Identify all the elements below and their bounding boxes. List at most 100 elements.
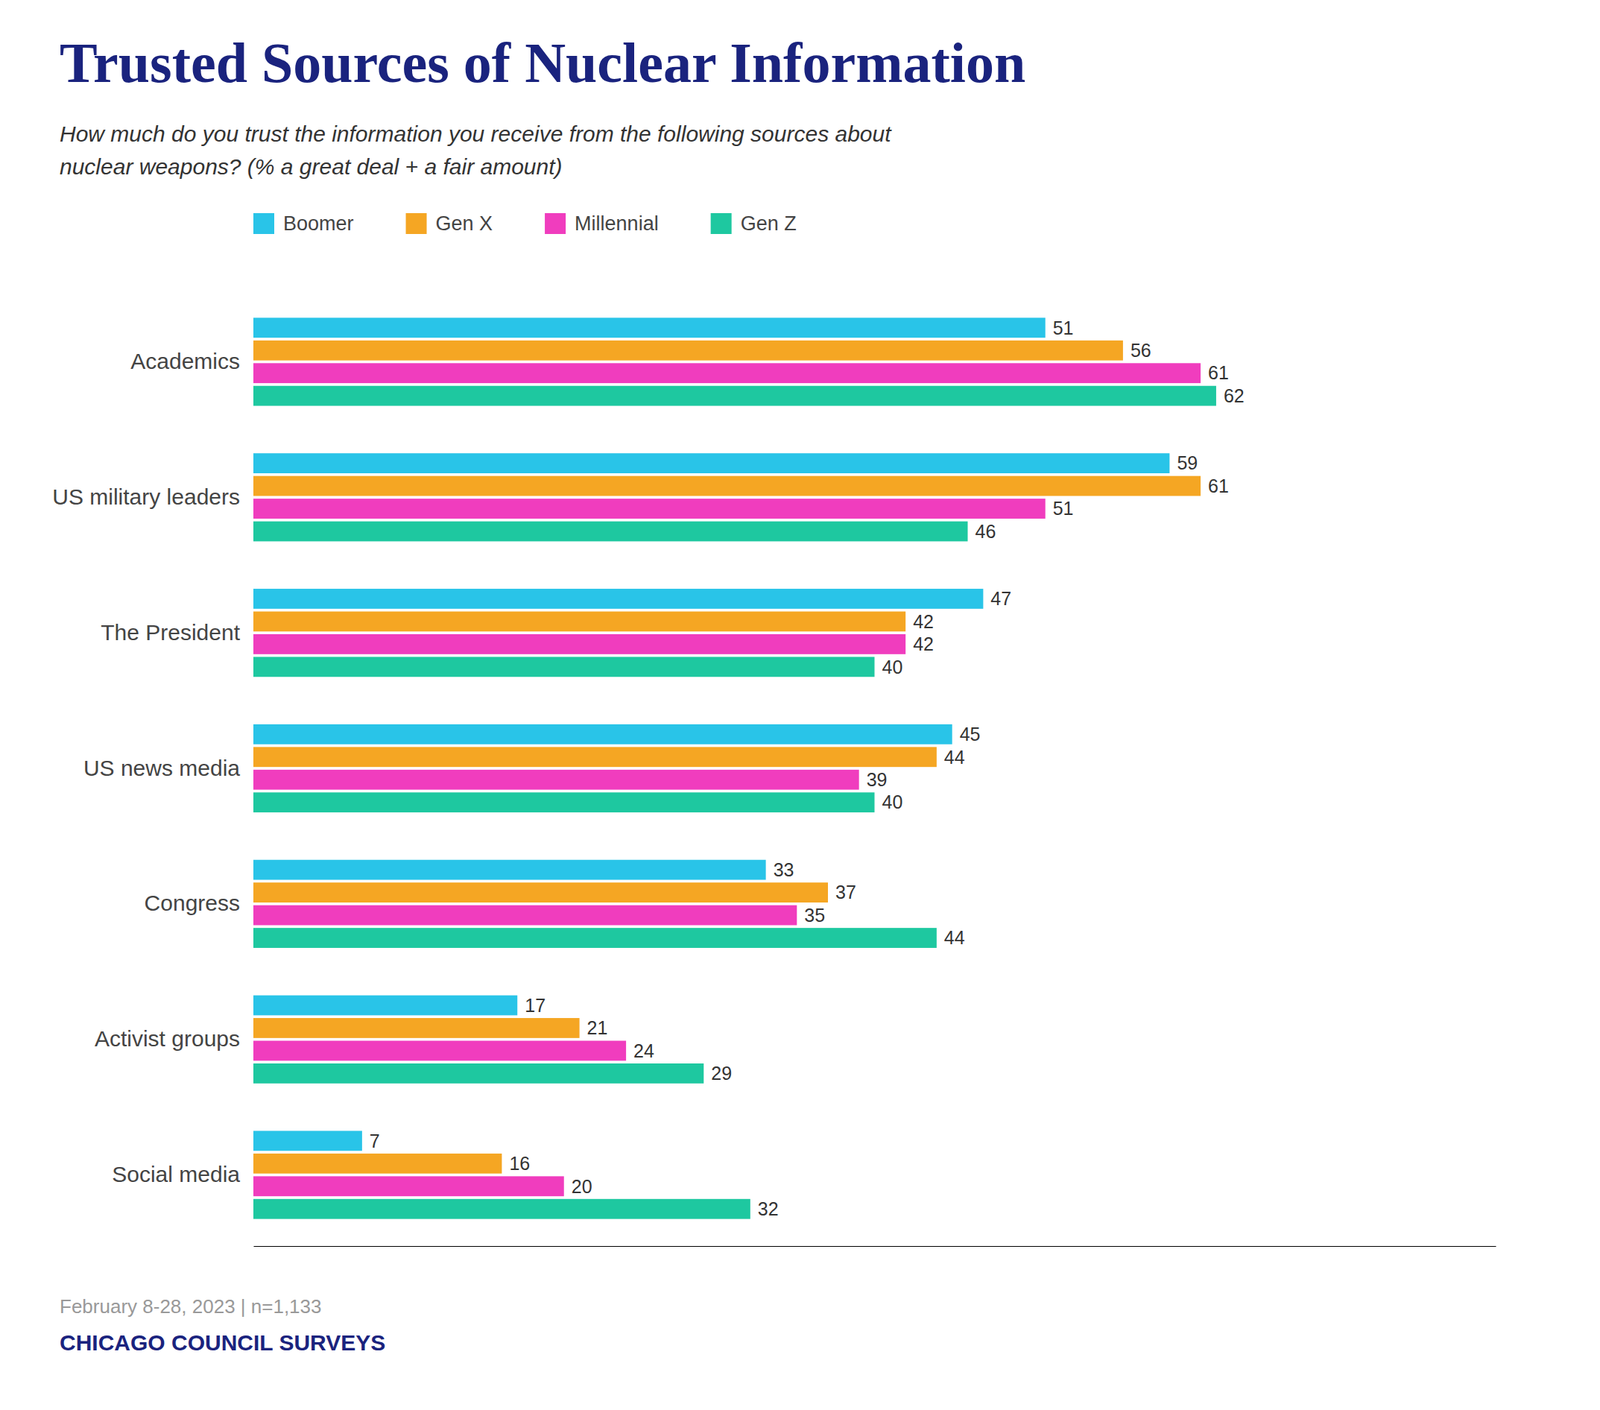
bar [253,1153,502,1174]
bar [253,588,983,609]
bar [253,317,1046,338]
bar [253,724,953,745]
y-tick: Social media [111,1161,254,1187]
y-tick: Congress [144,890,254,916]
bar [253,769,860,790]
value-label: 59 [1176,452,1198,474]
legend-item: Millennial [544,212,659,235]
value-label: 42 [912,611,934,632]
y-tick: The President [100,620,254,645]
bar [253,611,906,632]
bar [253,792,875,813]
legend-swatch [710,213,732,235]
x-axis [254,1246,1497,1247]
y-tick: US news media [83,755,254,781]
value-label: 42 [912,633,934,655]
bar [253,453,1170,474]
value-label: 46 [975,520,997,542]
footnote: February 8-28, 2023 | n=1,133 [59,1295,322,1318]
bar [253,905,797,926]
chart-container: Trusted Sources of Nuclear Information Ho… [0,0,1600,1410]
bar [253,1175,565,1197]
value-label: 51 [1053,317,1074,339]
legend-item: Gen X [406,212,494,235]
chart-svg: Trusted Sources of Nuclear Information Ho… [0,0,1600,1410]
legend-label: Boomer [283,212,354,235]
bar [253,498,1046,519]
subtitle: How much do you trust the information yo… [59,121,893,179]
bar [253,656,875,677]
bar [253,1063,704,1084]
series [253,340,1201,1174]
bar [253,746,937,767]
y-tick: Academics [130,348,254,374]
value-label: 61 [1208,475,1229,497]
series [253,317,1170,1151]
value-label: 45 [959,723,981,745]
value-label: 44 [944,927,966,948]
legend-label: Millennial [574,212,659,235]
bar [253,1041,626,1062]
legend-label: Gen Z [740,212,797,235]
bar [253,476,1201,497]
plot-area: Academics US military leaders The Presiden… [52,317,1496,1247]
category-label: Activist groups [94,1026,240,1051]
value-label: 20 [571,1175,593,1197]
value-label: 17 [524,994,546,1016]
bar [253,882,828,903]
legend-swatch [544,213,566,235]
value-label: 32 [757,1198,779,1220]
value-label: 37 [835,881,857,903]
legend: Boomer Gen X Millennial Gen Z [253,212,797,235]
bars [253,317,1217,1219]
category-label: Academics [130,348,240,374]
legend-item: Gen Z [710,212,797,235]
value-label: 33 [773,859,795,881]
source: CHICAGO COUNCIL SURVEYS [59,1330,386,1355]
y-axis: Academics US military leaders The Presiden… [52,348,254,1187]
series [253,386,1217,1220]
category-label: US news media [83,755,240,781]
bar [253,1017,580,1039]
x-axis-line [254,1246,1497,1247]
value-label: 16 [508,1152,530,1174]
value-label: 24 [633,1040,655,1062]
value-label: 39 [866,769,888,790]
bar [253,1130,363,1151]
value-label: 56 [1130,339,1152,361]
legend-item: Boomer [253,212,354,235]
value-label: 61 [1208,362,1229,384]
bar [253,927,937,948]
subtitle-line: How much do you trust the information yo… [59,121,893,147]
y-tick: Activist groups [94,1026,254,1051]
category-label: Congress [144,890,240,916]
value-label: 35 [804,904,825,926]
value-labels: 51 59 47 45 33 17 7 56 61 42 44 37 21 16 61 51 42 39 35 24 2… [369,317,1245,1220]
bar [253,521,969,542]
value-label: 44 [944,746,966,768]
value-label: 40 [882,791,904,813]
value-label: 47 [990,587,1012,609]
category-label: Social media [111,1161,240,1187]
bar [253,340,1124,361]
series [253,362,1201,1197]
title: Trusted Sources of Nuclear Information [59,31,1026,94]
bar [253,859,767,881]
legend-label: Gen X [435,212,494,235]
value-label: 29 [710,1062,732,1084]
value-label: 62 [1223,385,1245,407]
category-label: The President [100,620,240,645]
legend-swatch [406,213,428,235]
bar [253,362,1201,384]
bar [253,995,518,1016]
value-label: 7 [369,1130,381,1152]
category-label: US military leaders [52,484,240,509]
y-tick: US military leaders [52,484,254,509]
value-label: 21 [587,1017,609,1039]
bar [253,386,1217,407]
legend-swatch [253,213,275,235]
value-label: 51 [1053,497,1074,519]
subtitle-line: nuclear weapons? (% a great deal + a fai… [59,154,563,179]
value-label: 40 [882,656,904,678]
bar [253,634,906,655]
